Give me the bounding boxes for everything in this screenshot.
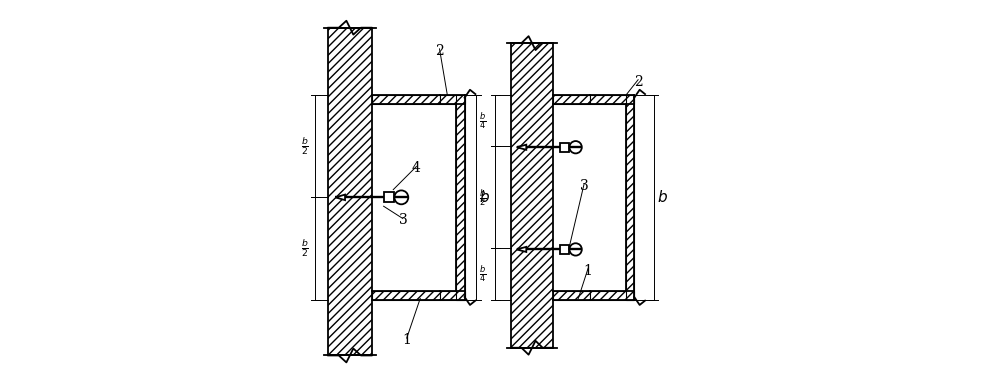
Polygon shape	[335, 195, 345, 200]
Text: 1: 1	[402, 333, 411, 347]
Text: 3: 3	[398, 214, 407, 228]
Polygon shape	[559, 245, 569, 254]
Polygon shape	[516, 145, 526, 150]
Text: $b$: $b$	[656, 189, 667, 205]
Text: $\frac{b}{2}$: $\frac{b}{2}$	[301, 238, 309, 259]
Text: $\frac{b}{4}$: $\frac{b}{4}$	[479, 264, 486, 284]
Polygon shape	[439, 291, 464, 300]
Polygon shape	[559, 142, 569, 152]
Polygon shape	[590, 95, 634, 104]
Text: 2: 2	[435, 44, 444, 58]
Polygon shape	[625, 95, 634, 300]
Text: $\frac{b}{2}$: $\frac{b}{2}$	[479, 187, 486, 208]
Polygon shape	[439, 95, 464, 104]
Polygon shape	[516, 247, 526, 252]
Text: 1: 1	[583, 264, 592, 277]
Text: 4: 4	[411, 161, 420, 175]
Text: $b$: $b$	[478, 189, 490, 205]
Polygon shape	[327, 28, 372, 355]
Polygon shape	[590, 291, 634, 300]
Text: 2: 2	[633, 75, 642, 89]
Polygon shape	[372, 291, 439, 300]
Polygon shape	[511, 43, 553, 348]
Polygon shape	[553, 291, 590, 300]
Polygon shape	[456, 95, 464, 300]
Text: 3: 3	[579, 179, 588, 193]
Text: $\frac{b}{2}$: $\frac{b}{2}$	[301, 135, 309, 157]
Polygon shape	[384, 192, 394, 202]
Polygon shape	[372, 95, 439, 104]
Polygon shape	[553, 95, 590, 104]
Text: $\frac{b}{4}$: $\frac{b}{4}$	[479, 110, 486, 131]
